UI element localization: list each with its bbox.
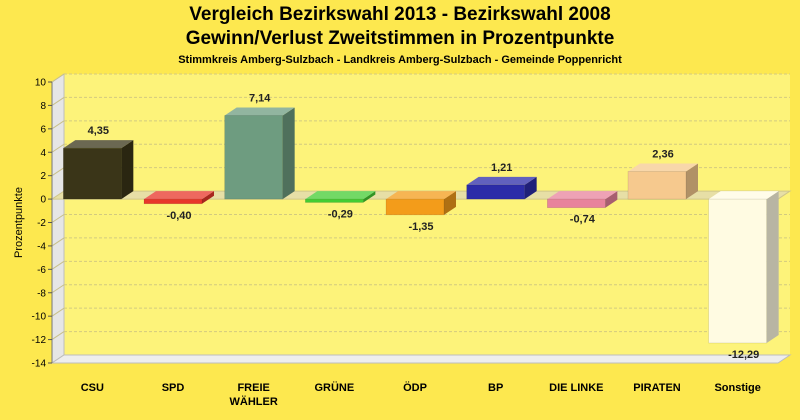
data-label: -0,74 — [570, 214, 596, 226]
bar-front — [305, 198, 364, 203]
data-label: 4,35 — [88, 125, 109, 137]
bar-side — [202, 191, 214, 204]
bar-top — [305, 191, 376, 200]
x-tick-label: PIRATEN — [633, 382, 681, 394]
y-tick-label: -4 — [37, 241, 46, 252]
bar-top — [63, 140, 134, 149]
y-tick-label: -2 — [37, 218, 46, 229]
chart-title: Vergleich Bezirkswahl 2013 - Bezirkswahl… — [189, 4, 611, 25]
bar-side — [363, 191, 376, 203]
y-tick-label: -14 — [32, 359, 47, 370]
bar-top — [628, 163, 698, 172]
bar — [547, 191, 618, 209]
bar-side — [444, 191, 456, 215]
y-tick-label: -10 — [32, 312, 47, 323]
bar-side — [282, 107, 295, 200]
y-tick-label: 6 — [40, 124, 46, 135]
data-label: -1,35 — [408, 221, 433, 233]
x-tick-label: CSU — [81, 382, 104, 394]
bar — [466, 176, 537, 200]
x-tick-label: Sonstige — [714, 382, 760, 394]
y-axis-label: Prozentpunkte — [13, 187, 25, 258]
gridline-side — [51, 237, 65, 247]
y-tick-label: 10 — [35, 78, 47, 89]
data-label: 1,21 — [491, 162, 512, 174]
bar-top — [224, 107, 295, 116]
bar-side — [766, 191, 779, 343]
bar-top — [708, 191, 779, 200]
y-tick-label: -12 — [32, 335, 47, 346]
bar-top — [386, 191, 456, 200]
gridline-side — [51, 143, 65, 153]
bar — [627, 163, 698, 200]
x-tick-label: ÖDP — [403, 381, 427, 394]
data-label: 2,36 — [652, 148, 673, 160]
bar — [708, 191, 779, 344]
gridline-side — [51, 73, 65, 83]
data-label: -0,40 — [166, 210, 191, 222]
gridline-side — [51, 307, 65, 317]
y-tick-label: 4 — [40, 148, 46, 159]
bar-front — [627, 171, 687, 200]
y-tick-label: -6 — [37, 265, 46, 276]
bar — [63, 140, 134, 200]
data-label: -0,29 — [328, 208, 353, 220]
x-tick-label: SPD — [162, 382, 185, 394]
chart-caption: Stimmkreis Amberg-Sulzbach - Landkreis A… — [178, 54, 622, 66]
gridline-side — [51, 331, 65, 340]
bar-side — [686, 163, 698, 200]
y-tick-label: 0 — [40, 195, 46, 206]
bar — [305, 191, 376, 203]
bar-top — [144, 191, 214, 200]
x-tick-label: BP — [488, 382, 503, 394]
bar-top — [466, 176, 537, 185]
chart-subtitle: Gewinn/Verlust Zweitstimmen in Prozentpu… — [185, 28, 615, 49]
data-label: 7,14 — [249, 92, 271, 104]
bar-side — [524, 176, 537, 200]
bar — [143, 191, 214, 205]
bar-side — [121, 140, 134, 200]
bar-front — [63, 147, 122, 200]
bar-top — [547, 191, 618, 200]
gridline-side — [51, 284, 65, 294]
bar — [385, 191, 456, 216]
gridline-side — [51, 167, 65, 177]
plot-floor — [50, 354, 792, 364]
x-tick-label: DIE LINKE — [549, 382, 603, 394]
bar — [224, 107, 295, 200]
data-label: -12,29 — [728, 349, 759, 361]
y-tick-label: 2 — [40, 171, 46, 182]
bar-front — [547, 198, 606, 209]
gridline-side — [51, 214, 65, 223]
bar-side — [605, 191, 618, 208]
x-tick-label: GRÜNE — [314, 381, 354, 394]
bar-front — [708, 198, 767, 344]
gridline-side — [51, 120, 65, 130]
gridline-side — [51, 97, 65, 106]
y-tick-label: 8 — [40, 101, 46, 112]
bar-front — [385, 198, 445, 216]
bar-front — [466, 184, 525, 200]
gridline-side — [51, 260, 65, 270]
bar-front — [224, 115, 283, 200]
y-tick-label: -8 — [37, 288, 46, 299]
bar-front — [143, 198, 203, 205]
x-tick-label: FREIE WÄHLER — [230, 382, 278, 408]
